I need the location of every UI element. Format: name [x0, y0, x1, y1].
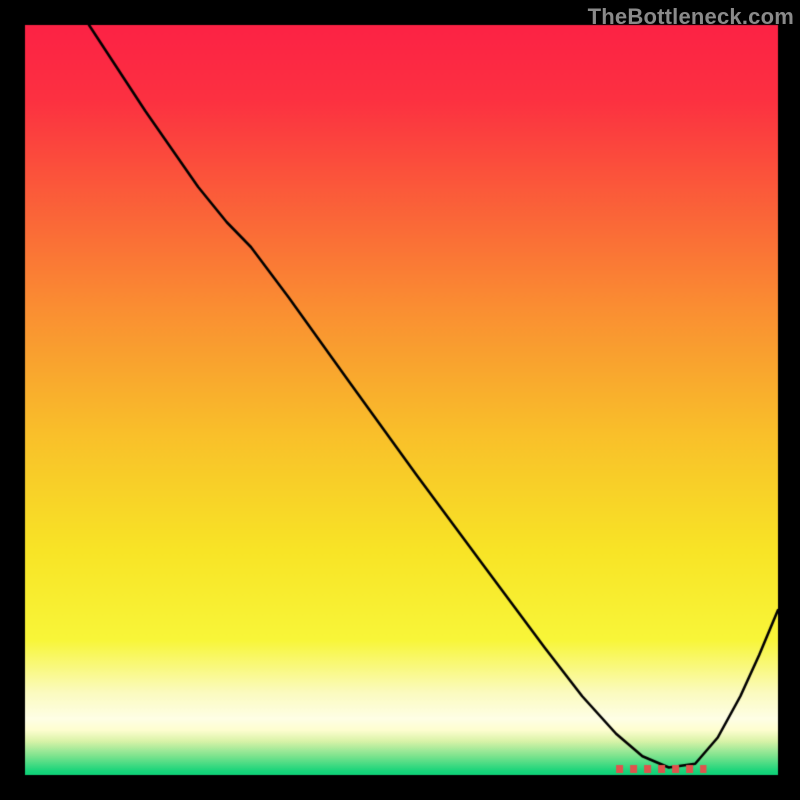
- bottleneck-curve-chart: [0, 0, 800, 800]
- chart-root: TheBottleneck.com: [0, 0, 800, 800]
- watermark-text: TheBottleneck.com: [588, 4, 794, 30]
